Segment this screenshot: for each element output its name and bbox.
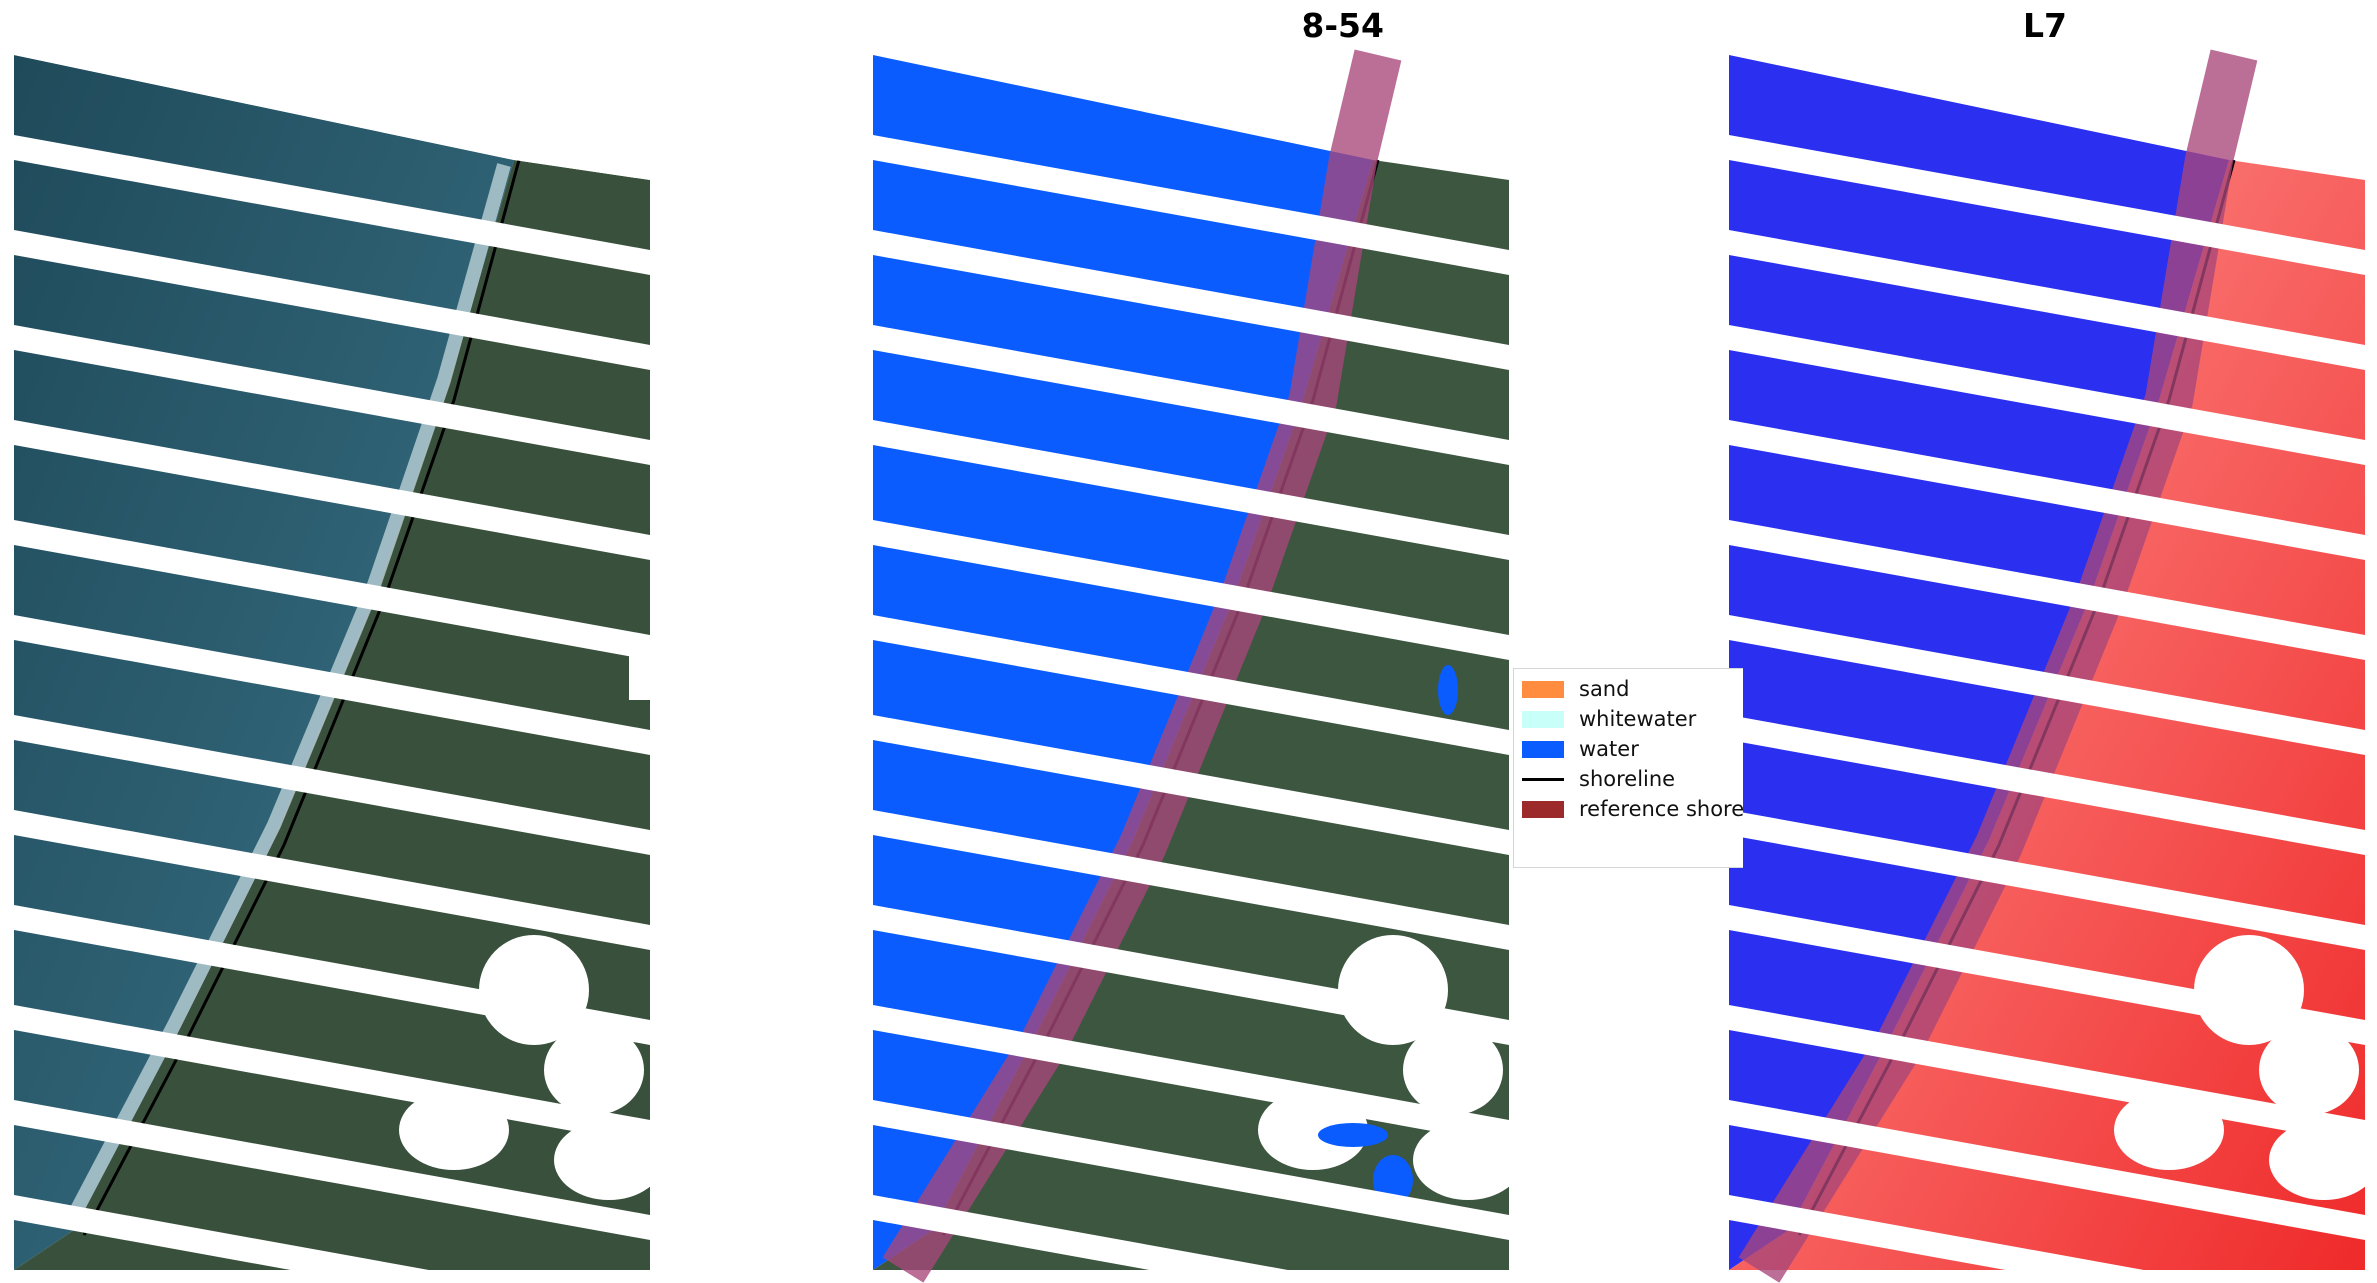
classified-image bbox=[873, 0, 1509, 1283]
legend-item-reference-shoreline: reference shoreline bbox=[1522, 794, 1743, 824]
water-swatch bbox=[1522, 740, 1564, 758]
legend-item-sand: sand bbox=[1522, 674, 1629, 704]
legend-item-whitewater: whitewater bbox=[1522, 704, 1696, 734]
reference-shoreline-swatch bbox=[1522, 800, 1564, 818]
legend-label: sand bbox=[1579, 677, 1630, 701]
cloud-mask bbox=[1403, 1025, 1503, 1115]
cloud-mask bbox=[629, 650, 650, 700]
scan-line-gaps bbox=[873, 135, 1509, 1283]
water-patch bbox=[1318, 1123, 1388, 1147]
rgb-satellite-image bbox=[14, 0, 650, 1283]
legend-label: whitewater bbox=[1579, 707, 1697, 731]
shoreline-line bbox=[82, 159, 521, 1236]
whitewater-swatch bbox=[1522, 710, 1564, 728]
legend-label: shoreline bbox=[1579, 767, 1676, 791]
water-patch bbox=[1438, 665, 1458, 715]
legend-label: water bbox=[1579, 737, 1639, 761]
cloud-mask bbox=[544, 1025, 644, 1115]
panel-title-index: L7 bbox=[2023, 6, 2067, 45]
legend-item-water: water bbox=[1522, 734, 1639, 764]
legend-item-shoreline: shoreline bbox=[1522, 764, 1675, 794]
legend-label: reference shoreline bbox=[1579, 797, 1743, 821]
scan-line-gaps bbox=[14, 135, 650, 1283]
sand-swatch bbox=[1522, 680, 1564, 698]
index-image bbox=[1729, 49, 2365, 1283]
shoreline-swatch bbox=[1522, 777, 1564, 781]
legend: sand whitewater water shoreline referenc… bbox=[1513, 668, 1743, 868]
cloud-mask bbox=[2259, 1025, 2359, 1115]
surf-zone bbox=[67, 163, 511, 1219]
